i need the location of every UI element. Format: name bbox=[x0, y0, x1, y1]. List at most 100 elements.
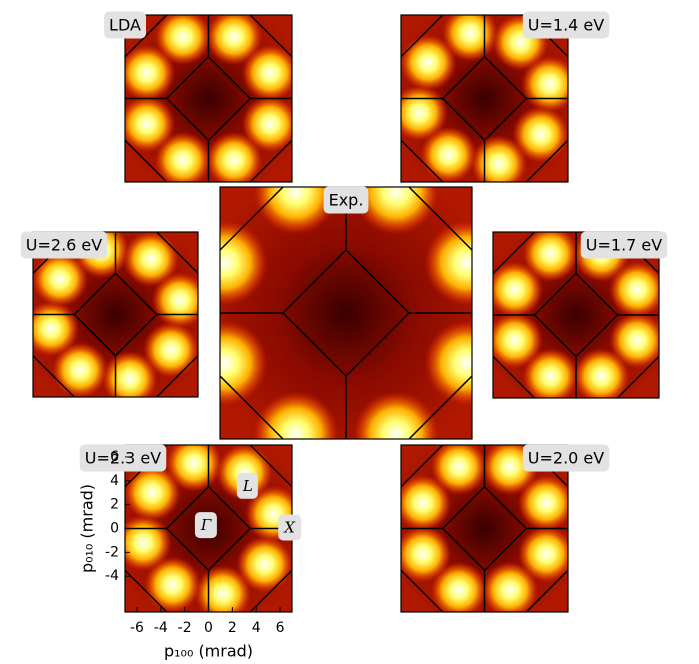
label-group: LDA bbox=[104, 11, 146, 39]
label-box bbox=[79, 444, 167, 472]
zone-line bbox=[249, 15, 292, 58]
label-box bbox=[194, 512, 217, 539]
zone-line bbox=[125, 15, 168, 58]
label-box bbox=[323, 186, 369, 214]
hot-spot bbox=[512, 106, 568, 163]
panel-label: L bbox=[242, 477, 253, 495]
hot-spot bbox=[609, 312, 659, 369]
zone-line bbox=[408, 375, 472, 439]
panel-label: U=1.4 eV bbox=[528, 16, 604, 35]
heatmap-panel bbox=[219, 186, 473, 440]
x-tick-label: -4 bbox=[154, 620, 168, 636]
zone-line bbox=[483, 97, 527, 141]
label-box bbox=[20, 231, 108, 259]
zone-line bbox=[575, 272, 619, 316]
hot-spot bbox=[154, 15, 212, 66]
zone-line bbox=[114, 313, 158, 357]
zone-line bbox=[33, 355, 75, 397]
hot-spot bbox=[470, 135, 528, 182]
panel-label: U=2.0 eV bbox=[528, 449, 604, 468]
zone-line bbox=[493, 355, 536, 398]
zone-line bbox=[345, 249, 410, 314]
zone-line bbox=[125, 139, 168, 182]
hot-spot bbox=[573, 348, 630, 398]
zone-line bbox=[249, 445, 292, 488]
panel-label: X bbox=[283, 519, 296, 537]
label-group: U=1.7 eV bbox=[580, 231, 668, 259]
hot-spot bbox=[144, 556, 201, 612]
hot-spot bbox=[430, 445, 488, 496]
y-axis-label: p₀₁₀ (mrad) bbox=[78, 484, 97, 573]
hot-spot bbox=[122, 232, 180, 287]
zone-line bbox=[125, 569, 168, 612]
zone-line bbox=[166, 486, 210, 530]
zone-line bbox=[483, 486, 527, 530]
zone-line bbox=[442, 56, 486, 100]
hot-spot bbox=[401, 525, 452, 583]
heatmap-image bbox=[125, 15, 292, 182]
hot-spot bbox=[151, 272, 198, 329]
hot-spot bbox=[205, 131, 263, 182]
zone-line bbox=[166, 97, 210, 141]
zone-line bbox=[401, 15, 444, 58]
x-axis-label: p₁₀₀ (mrad) bbox=[164, 642, 253, 661]
zone-line bbox=[493, 232, 536, 275]
hot-spot bbox=[220, 320, 268, 406]
y-tick-label: 2 bbox=[110, 497, 119, 513]
x-tick-label: 2 bbox=[228, 620, 237, 636]
zone-line bbox=[442, 486, 486, 530]
zone-line bbox=[525, 569, 568, 612]
y-tick-label: 6 bbox=[110, 449, 119, 465]
panel-frame bbox=[124, 14, 293, 183]
heatmap-panel bbox=[400, 444, 569, 613]
hot-spot bbox=[241, 44, 292, 102]
zone-line bbox=[282, 249, 347, 314]
label-group: U=2.0 eV bbox=[522, 444, 610, 472]
hot-spot bbox=[236, 536, 292, 593]
hot-spot bbox=[517, 474, 568, 532]
hot-spot bbox=[143, 321, 198, 379]
hot-spot bbox=[401, 474, 452, 532]
label-box bbox=[580, 231, 668, 259]
panel-label: U=1.7 eV bbox=[586, 236, 662, 255]
label-group: U=1.4 eV bbox=[522, 11, 610, 39]
panel-frame bbox=[492, 231, 660, 399]
zone-line bbox=[345, 312, 410, 377]
y-tick-label: 4 bbox=[110, 473, 119, 489]
zone-line bbox=[575, 314, 619, 358]
label-group: X bbox=[278, 514, 302, 541]
hot-spot bbox=[401, 84, 448, 142]
zone-line bbox=[220, 375, 284, 439]
hot-spot bbox=[401, 34, 457, 91]
zone-line bbox=[533, 272, 577, 316]
hot-spot bbox=[353, 391, 439, 439]
zone-line bbox=[483, 56, 527, 100]
hot-spot bbox=[125, 464, 181, 521]
zone-line bbox=[156, 232, 198, 274]
hot-spot bbox=[481, 561, 539, 612]
zone-line bbox=[207, 527, 251, 571]
zone-line bbox=[207, 486, 251, 530]
hot-spot bbox=[493, 261, 543, 318]
label-group: Exp. bbox=[323, 186, 369, 214]
zone-line bbox=[249, 569, 292, 612]
zone-line bbox=[73, 313, 117, 357]
panel-frame bbox=[32, 231, 199, 398]
x-tick-label: 0 bbox=[204, 620, 213, 636]
label-box bbox=[236, 472, 258, 499]
zone-line bbox=[220, 187, 284, 251]
zone-line bbox=[249, 139, 292, 182]
heatmap-panel bbox=[400, 14, 569, 183]
panel-label: Exp. bbox=[329, 191, 364, 210]
zone-line bbox=[73, 272, 117, 316]
zone-line bbox=[408, 187, 472, 251]
label-box bbox=[104, 11, 146, 39]
panel-frame bbox=[400, 14, 569, 183]
hot-spot bbox=[125, 44, 176, 102]
zone-line bbox=[442, 97, 486, 141]
hot-spot bbox=[522, 348, 579, 398]
zone-line bbox=[282, 312, 347, 377]
zone-line bbox=[156, 355, 198, 397]
label-group: U=2.3 eV bbox=[79, 444, 167, 472]
